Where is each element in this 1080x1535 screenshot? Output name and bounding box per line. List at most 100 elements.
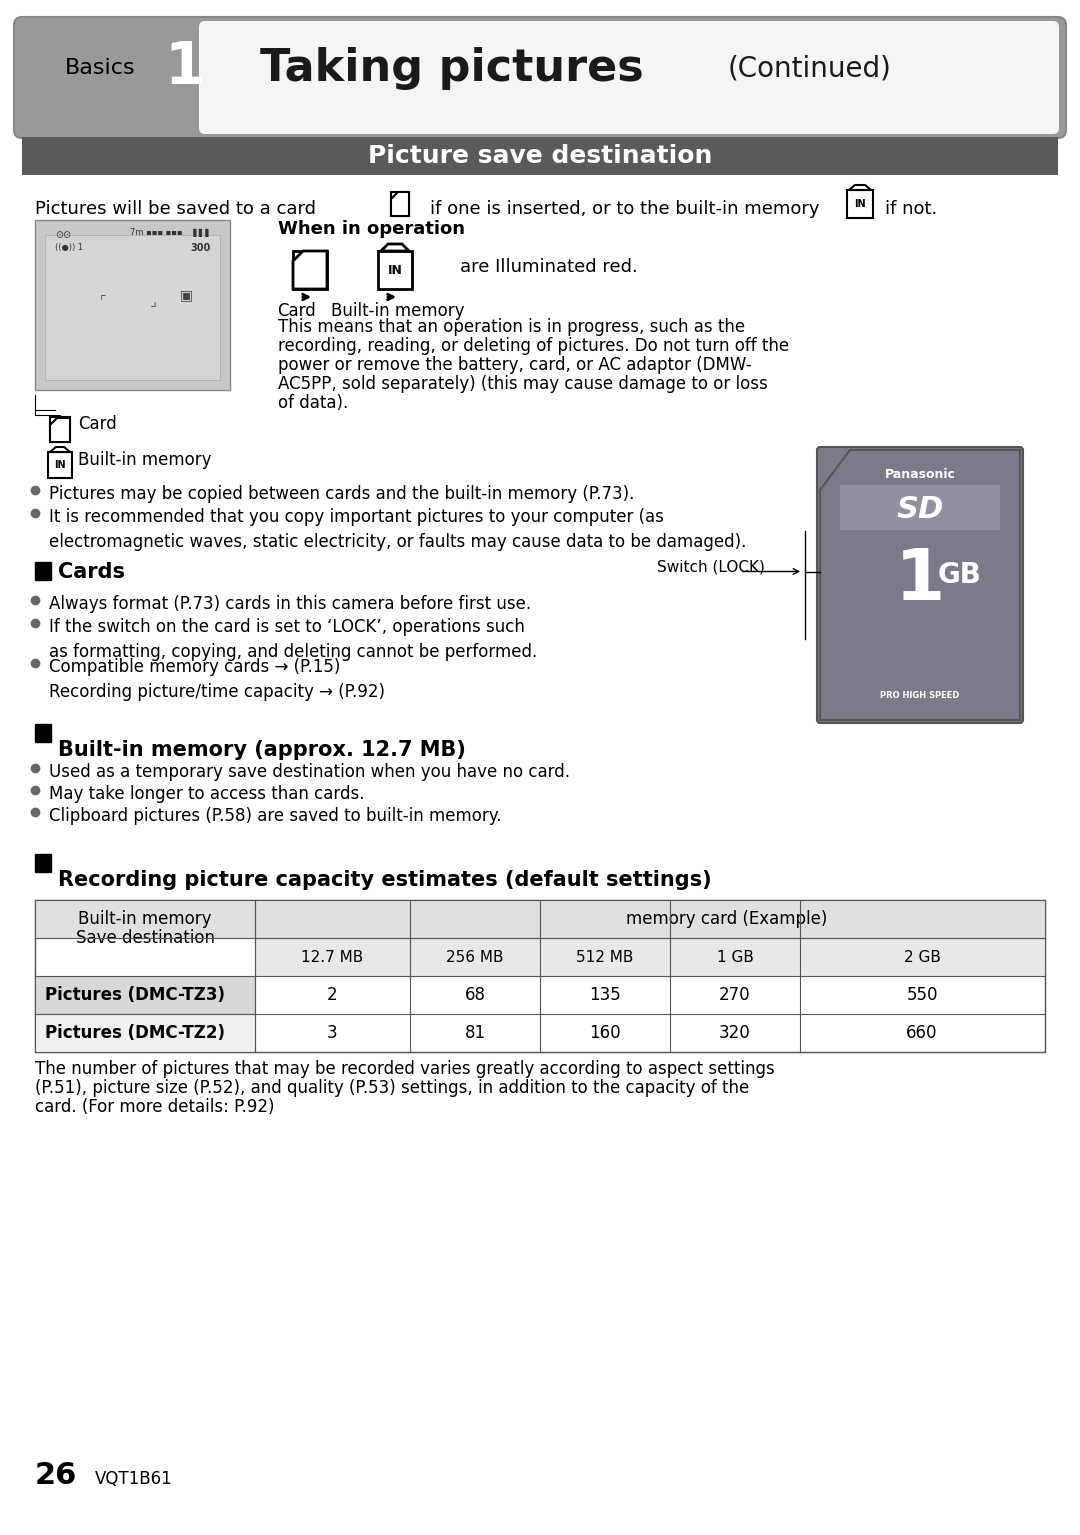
- Text: VQT1B61: VQT1B61: [95, 1471, 173, 1487]
- Text: Card: Card: [276, 302, 315, 319]
- Text: 7m ▪▪▪ ▪▪▪: 7m ▪▪▪ ▪▪▪: [130, 229, 183, 236]
- Text: 512 MB: 512 MB: [577, 950, 634, 964]
- Text: Recording picture capacity estimates (default settings): Recording picture capacity estimates (de…: [58, 870, 712, 890]
- Bar: [35, 976, 255, 1015]
- Text: if one is inserted, or to the built-in memory: if one is inserted, or to the built-in m…: [430, 200, 820, 218]
- Text: Picture save destination: Picture save destination: [368, 144, 712, 167]
- Bar: [293, 252, 327, 289]
- Text: 160: 160: [590, 1024, 621, 1042]
- Text: Recording picture/time capacity → (P.92): Recording picture/time capacity → (P.92): [49, 683, 384, 701]
- Bar: [35, 725, 51, 741]
- Text: 81: 81: [464, 1024, 486, 1042]
- Text: IN: IN: [854, 200, 866, 209]
- Bar: [35, 220, 230, 390]
- Text: memory card (Example): memory card (Example): [626, 910, 827, 929]
- Bar: [378, 252, 411, 289]
- FancyBboxPatch shape: [199, 21, 1059, 134]
- Bar: [847, 190, 873, 218]
- Text: ▣: ▣: [180, 289, 193, 302]
- Text: It is recommended that you copy important pictures to your computer (as: It is recommended that you copy importan…: [49, 508, 664, 527]
- Bar: [45, 235, 220, 381]
- Text: 550: 550: [906, 985, 937, 1004]
- Polygon shape: [293, 252, 327, 289]
- Polygon shape: [391, 192, 409, 216]
- Text: Built-in memory (approx. 12.7 MB): Built-in memory (approx. 12.7 MB): [58, 740, 465, 760]
- Text: of data).: of data).: [278, 394, 348, 411]
- Bar: [35, 562, 51, 580]
- Text: May take longer to access than cards.: May take longer to access than cards.: [49, 784, 365, 803]
- Text: The number of pictures that may be recorded varies greatly according to aspect s: The number of pictures that may be recor…: [35, 1061, 774, 1078]
- Text: PRO HIGH SPEED: PRO HIGH SPEED: [880, 691, 960, 700]
- Text: ⊙⊙: ⊙⊙: [55, 230, 71, 239]
- Text: Save destination: Save destination: [76, 929, 215, 947]
- Text: 256 MB: 256 MB: [446, 950, 503, 964]
- Polygon shape: [820, 450, 1020, 720]
- Text: 2: 2: [326, 985, 337, 1004]
- Text: Taking pictures: Taking pictures: [260, 46, 644, 89]
- Text: are Illuminated red.: are Illuminated red.: [460, 258, 638, 276]
- Text: Built-in memory: Built-in memory: [78, 451, 212, 470]
- Text: electromagnetic waves, static electricity, or faults may cause data to be damage: electromagnetic waves, static electricit…: [49, 533, 746, 551]
- Bar: [35, 1015, 255, 1051]
- Text: SD: SD: [896, 496, 944, 525]
- Text: 660: 660: [906, 1024, 937, 1042]
- Bar: [391, 192, 409, 216]
- Text: Basics: Basics: [65, 58, 136, 78]
- Text: recording, reading, or deleting of pictures. Do not turn off the: recording, reading, or deleting of pictu…: [278, 338, 789, 355]
- Text: Switch (LOCK): Switch (LOCK): [657, 559, 765, 574]
- Text: 1: 1: [895, 545, 945, 614]
- Text: 320: 320: [719, 1024, 751, 1042]
- Text: 12.7 MB: 12.7 MB: [301, 950, 363, 964]
- Text: ((●)) 1: ((●)) 1: [55, 243, 83, 252]
- Bar: [35, 900, 1045, 938]
- Bar: [840, 485, 1000, 530]
- Text: Clipboard pictures (P.58) are saved to built-in memory.: Clipboard pictures (P.58) are saved to b…: [49, 807, 501, 824]
- Text: 3: 3: [326, 1024, 337, 1042]
- Polygon shape: [50, 447, 70, 451]
- Polygon shape: [50, 418, 70, 442]
- Text: 2 GB: 2 GB: [904, 950, 941, 964]
- Text: Cards: Cards: [58, 562, 125, 582]
- Text: Used as a temporary save destination when you have no card.: Used as a temporary save destination whe…: [49, 763, 570, 781]
- Text: power or remove the battery, card, or AC adaptor (DMW-: power or remove the battery, card, or AC…: [278, 356, 752, 375]
- Text: Pictures (DMC-TZ3): Pictures (DMC-TZ3): [45, 985, 225, 1004]
- Text: Built-in memory: Built-in memory: [332, 302, 464, 319]
- Text: if not.: if not.: [885, 200, 937, 218]
- Text: (P.51), picture size (P.52), and quality (P.53) settings, in addition to the cap: (P.51), picture size (P.52), and quality…: [35, 1079, 750, 1098]
- Bar: [35, 853, 51, 872]
- Text: card. (For more details: P.92): card. (For more details: P.92): [35, 1098, 274, 1116]
- Text: Pictures will be saved to a card: Pictures will be saved to a card: [35, 200, 316, 218]
- Polygon shape: [849, 186, 870, 190]
- Text: Always format (P.73) cards in this camera before first use.: Always format (P.73) cards in this camer…: [49, 596, 531, 612]
- Text: Panasonic: Panasonic: [885, 468, 956, 480]
- Bar: [48, 451, 72, 477]
- FancyBboxPatch shape: [14, 17, 1066, 138]
- Text: 135: 135: [589, 985, 621, 1004]
- Text: When in operation: When in operation: [278, 220, 465, 238]
- Text: Compatible memory cards → (P.15): Compatible memory cards → (P.15): [49, 659, 340, 675]
- Text: This means that an operation is in progress, such as the: This means that an operation is in progr…: [278, 318, 745, 336]
- Text: 1: 1: [164, 40, 205, 97]
- Bar: [35, 900, 1045, 1051]
- Text: Card: Card: [78, 414, 117, 433]
- Bar: [22, 137, 1058, 175]
- Text: as formatting, copying, and deleting cannot be performed.: as formatting, copying, and deleting can…: [49, 643, 537, 662]
- Text: Pictures (DMC-TZ2): Pictures (DMC-TZ2): [45, 1024, 225, 1042]
- Text: Built-in memory: Built-in memory: [78, 910, 212, 929]
- Polygon shape: [381, 244, 409, 252]
- Text: 270: 270: [719, 985, 751, 1004]
- Text: IN: IN: [54, 460, 66, 470]
- Text: GB: GB: [939, 560, 982, 589]
- Text: 1 GB: 1 GB: [716, 950, 754, 964]
- Text: ⌜          ⌟: ⌜ ⌟: [100, 295, 157, 309]
- Bar: [50, 418, 70, 442]
- Text: ▐▐▐: ▐▐▐: [190, 229, 210, 236]
- Text: AC5PP, sold separately) (this may cause damage to or loss: AC5PP, sold separately) (this may cause …: [278, 375, 768, 393]
- Text: If the switch on the card is set to ‘LOCK’, operations such: If the switch on the card is set to ‘LOC…: [49, 619, 525, 635]
- Bar: [255, 938, 1045, 976]
- Text: IN: IN: [388, 264, 403, 276]
- FancyBboxPatch shape: [816, 447, 1023, 723]
- Text: 68: 68: [464, 985, 486, 1004]
- Text: 26: 26: [35, 1461, 78, 1490]
- Text: (Continued): (Continued): [728, 54, 892, 81]
